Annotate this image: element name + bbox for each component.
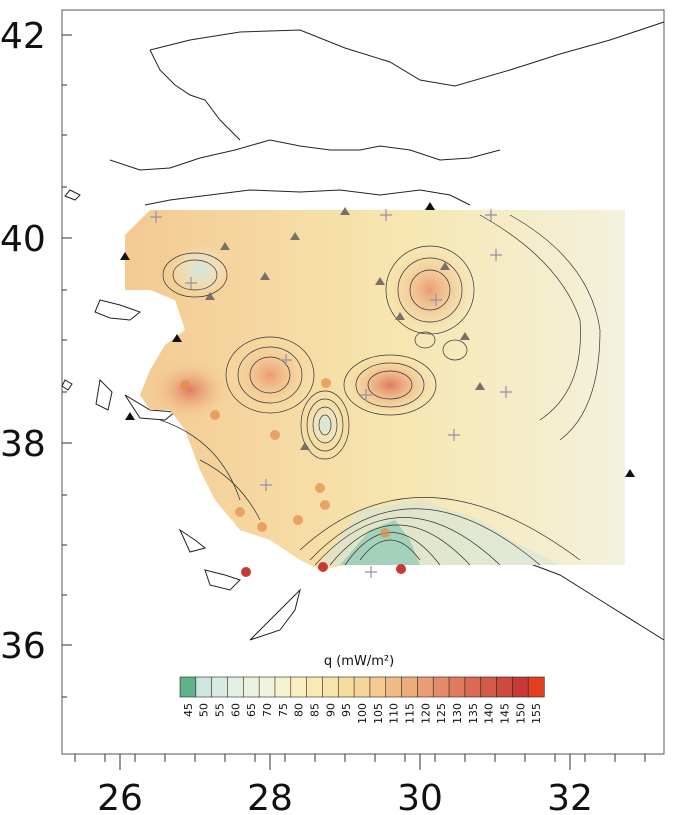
colorbar-level-label: 60 bbox=[229, 703, 242, 717]
colorbar-swatch bbox=[290, 676, 308, 698]
colorbar-level-label: 45 bbox=[182, 703, 195, 717]
red-circle-markers bbox=[241, 562, 406, 577]
grey-triangle-markers bbox=[205, 207, 485, 450]
colorbar-level-label: 150 bbox=[514, 703, 527, 724]
colorbar-swatches bbox=[179, 676, 545, 698]
colorbar-swatch bbox=[496, 676, 513, 698]
colorbar-level-label: 125 bbox=[435, 703, 448, 724]
contour-lines bbox=[159, 214, 601, 566]
y-tick-36: 36 bbox=[0, 626, 46, 667]
colorbar-level-label: 80 bbox=[293, 703, 306, 717]
colorbar-level-label: 85 bbox=[309, 703, 322, 717]
y-tick-38: 38 bbox=[0, 424, 46, 465]
colorbar-level-label: 145 bbox=[498, 703, 511, 724]
cross-markers bbox=[150, 209, 512, 578]
colorbar-level-label: 100 bbox=[356, 703, 369, 724]
colorbar-title: q (mW/m²) bbox=[324, 654, 394, 669]
colorbar-swatch bbox=[527, 676, 545, 698]
colorbar-level-label: 155 bbox=[530, 703, 543, 724]
colorbar-swatch bbox=[274, 676, 292, 698]
colorbar-swatch bbox=[480, 676, 498, 698]
colorbar-level-label: 50 bbox=[198, 703, 211, 717]
colorbar-level-label: 65 bbox=[245, 703, 258, 717]
colorbar-level-label: 105 bbox=[372, 703, 385, 724]
x-tick-28: 28 bbox=[247, 778, 293, 815]
colorbar-swatch bbox=[243, 676, 260, 698]
colorbar-level-label: 120 bbox=[419, 703, 432, 724]
colorbar-swatch bbox=[464, 676, 482, 698]
colorbar-swatch bbox=[385, 676, 403, 698]
colorbar-level-label: 55 bbox=[214, 703, 227, 717]
y-tick-40: 40 bbox=[0, 219, 46, 260]
colorbar-swatch bbox=[258, 676, 276, 698]
colorbar-swatch bbox=[211, 676, 229, 698]
x-tick-32: 32 bbox=[547, 778, 593, 815]
colorbar-labels: 45 50 55 60 65 70 75 80 85 90 95 100 105 110 115 120 125… bbox=[182, 703, 543, 724]
x-tick-26: 26 bbox=[97, 778, 143, 815]
colorbar-swatch bbox=[432, 676, 450, 698]
colorbar-swatch bbox=[337, 676, 355, 698]
y-axis bbox=[62, 34, 72, 698]
y-tick-42: 42 bbox=[0, 16, 46, 57]
circle-markers bbox=[180, 378, 390, 538]
triangle-markers bbox=[120, 202, 635, 477]
colorbar-swatch bbox=[417, 676, 434, 698]
colorbar-level-label: 140 bbox=[483, 703, 496, 724]
colorbar-level-label: 130 bbox=[451, 703, 464, 724]
colorbar-swatch bbox=[306, 676, 324, 698]
x-axis bbox=[74, 754, 646, 770]
colorbar-swatch bbox=[512, 676, 529, 698]
colorbar-level-label: 90 bbox=[324, 703, 337, 717]
colorbar-swatch bbox=[353, 676, 371, 698]
colorbar-level-label: 95 bbox=[340, 703, 353, 717]
colorbar-level-label: 115 bbox=[403, 703, 416, 724]
colorbar-level-label: 75 bbox=[277, 703, 290, 717]
colorbar-swatch bbox=[448, 676, 466, 698]
colorbar-swatch bbox=[195, 676, 213, 698]
x-tick-30: 30 bbox=[397, 778, 443, 815]
colorbar-swatch bbox=[322, 676, 339, 698]
coastline bbox=[61, 21, 665, 641]
colorbar-level-label: 70 bbox=[261, 703, 274, 717]
heat-flow-stations bbox=[120, 202, 635, 578]
colorbar-swatch bbox=[227, 676, 244, 698]
colorbar-swatch bbox=[179, 676, 197, 698]
colorbar-swatch bbox=[369, 676, 387, 698]
colorbar: q (mW/m²) 45 50 55 60 65 70 75 80 85 90 95 100 105 11… bbox=[179, 654, 545, 724]
colorbar-level-label: 135 bbox=[467, 703, 480, 724]
colorbar-swatch bbox=[401, 676, 419, 698]
colorbar-level-label: 110 bbox=[388, 703, 401, 724]
